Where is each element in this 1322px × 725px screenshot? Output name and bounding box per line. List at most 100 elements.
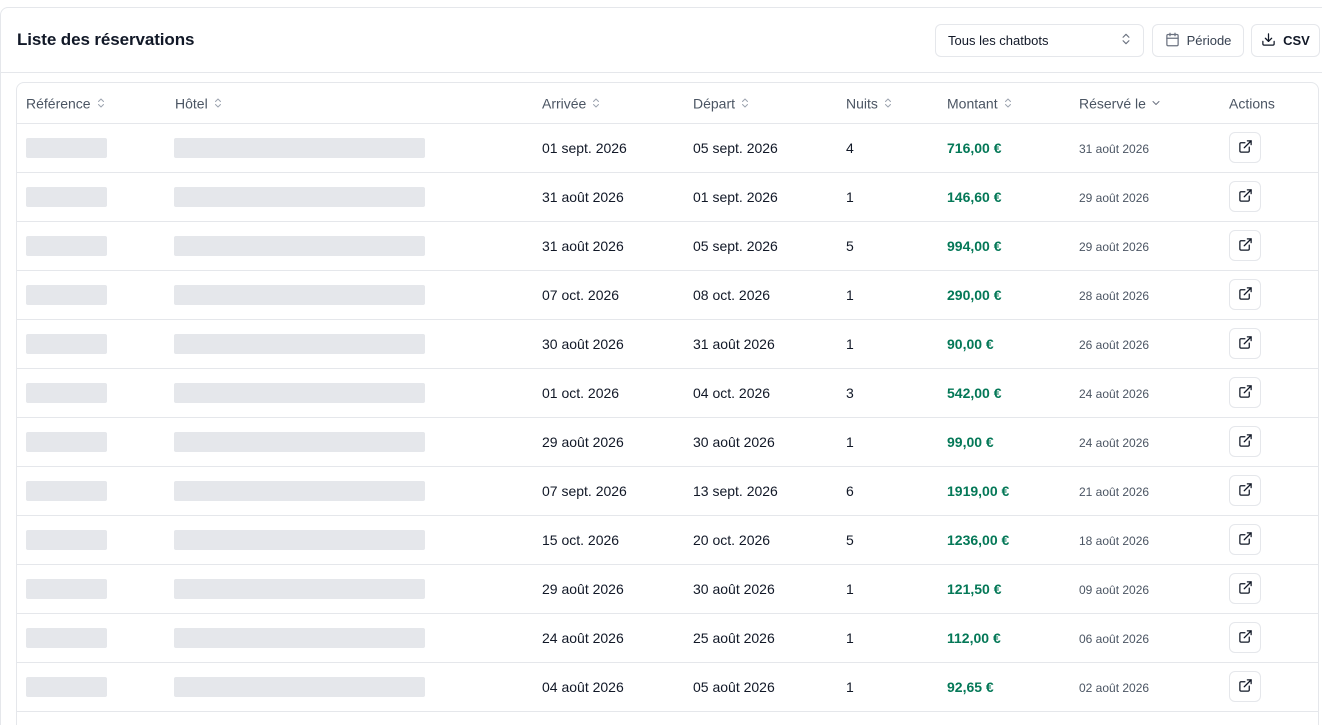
cell-booked-on: 24 août 2026 bbox=[1070, 417, 1220, 467]
arrival-date: 01 sept. 2026 bbox=[542, 139, 627, 156]
column-header-hotel[interactable]: Hôtel bbox=[166, 83, 533, 124]
table-row bbox=[17, 711, 1318, 725]
reference-placeholder bbox=[26, 627, 107, 648]
booked-on-date: 24 août 2026 bbox=[1079, 386, 1150, 401]
column-header-arrival[interactable]: Arrivée bbox=[533, 83, 684, 124]
cell-booked-on: 18 août 2026 bbox=[1070, 515, 1220, 565]
open-reservation-button[interactable] bbox=[1229, 328, 1261, 359]
departure-date: 04 oct. 2026 bbox=[693, 384, 771, 401]
booked-on-date: 18 août 2026 bbox=[1079, 533, 1150, 548]
cell-booked-on bbox=[1070, 711, 1220, 725]
column-header-booked-on[interactable]: Réservé le bbox=[1070, 83, 1220, 124]
cell-arrival: 31 août 2026 bbox=[533, 172, 684, 222]
cell-nights bbox=[837, 711, 938, 725]
external-link-icon bbox=[1238, 433, 1253, 451]
cell-arrival: 24 août 2026 bbox=[533, 613, 684, 663]
nights-count: 1 bbox=[846, 678, 854, 695]
cell-hotel bbox=[166, 172, 533, 222]
booked-on-date: 29 août 2026 bbox=[1079, 239, 1150, 254]
reference-placeholder bbox=[26, 235, 107, 256]
csv-export-button[interactable]: CSV bbox=[1251, 24, 1320, 57]
period-button-label: Période bbox=[1186, 33, 1232, 48]
table-row: 31 août 2026 01 sept. 2026 1 146,60 € 29 aoû… bbox=[17, 172, 1318, 222]
chatbot-select[interactable]: Tous les chatbots bbox=[935, 24, 1144, 57]
reference-placeholder bbox=[26, 480, 107, 501]
cell-actions bbox=[1220, 270, 1318, 320]
departure-date: 31 août 2026 bbox=[693, 335, 775, 352]
cell-amount: 92,65 € bbox=[938, 662, 1070, 712]
open-reservation-button[interactable] bbox=[1229, 181, 1261, 212]
open-reservation-button[interactable] bbox=[1229, 524, 1261, 555]
external-link-icon bbox=[1238, 384, 1253, 402]
hotel-placeholder bbox=[174, 382, 425, 403]
sort-icon bbox=[878, 94, 894, 110]
cell-departure: 30 août 2026 bbox=[684, 564, 837, 614]
cell-booked-on: 29 août 2026 bbox=[1070, 172, 1220, 222]
external-link-icon bbox=[1238, 531, 1253, 549]
sort-desc-icon bbox=[1146, 94, 1162, 110]
cell-hotel bbox=[166, 368, 533, 418]
cell-nights: 1 bbox=[837, 613, 938, 663]
cell-reference bbox=[17, 417, 166, 467]
cell-departure: 31 août 2026 bbox=[684, 319, 837, 369]
external-link-icon bbox=[1238, 678, 1253, 696]
cell-actions bbox=[1220, 123, 1318, 173]
cell-actions bbox=[1220, 172, 1318, 222]
arrival-date: 31 août 2026 bbox=[542, 188, 624, 205]
column-header-amount[interactable]: Montant bbox=[938, 83, 1070, 124]
cell-departure: 20 oct. 2026 bbox=[684, 515, 837, 565]
cell-departure: 05 sept. 2026 bbox=[684, 221, 837, 271]
open-reservation-button[interactable] bbox=[1229, 279, 1261, 310]
hotel-placeholder bbox=[174, 333, 425, 354]
departure-date: 08 oct. 2026 bbox=[693, 286, 771, 303]
reference-placeholder bbox=[26, 186, 107, 207]
open-reservation-button[interactable] bbox=[1229, 230, 1261, 261]
open-reservation-button[interactable] bbox=[1229, 671, 1261, 702]
departure-date: 25 août 2026 bbox=[693, 629, 775, 646]
cell-arrival: 15 oct. 2026 bbox=[533, 515, 684, 565]
column-header-nights[interactable]: Nuits bbox=[837, 83, 938, 124]
csv-button-label: CSV bbox=[1283, 33, 1310, 48]
amount-value: 1236,00 € bbox=[947, 531, 1010, 548]
open-reservation-button[interactable] bbox=[1229, 426, 1261, 457]
cell-amount: 716,00 € bbox=[938, 123, 1070, 173]
cell-actions bbox=[1220, 368, 1318, 418]
calendar-icon bbox=[1165, 32, 1180, 50]
open-reservation-button[interactable] bbox=[1229, 377, 1261, 408]
hotel-placeholder bbox=[174, 578, 425, 599]
booked-on-date: 29 août 2026 bbox=[1079, 190, 1150, 205]
reference-placeholder bbox=[26, 333, 107, 354]
cell-arrival: 29 août 2026 bbox=[533, 417, 684, 467]
period-button[interactable]: Période bbox=[1152, 24, 1244, 57]
open-reservation-button[interactable] bbox=[1229, 475, 1261, 506]
cell-booked-on: 28 août 2026 bbox=[1070, 270, 1220, 320]
cell-actions bbox=[1220, 613, 1318, 663]
chevron-up-down-icon bbox=[1119, 32, 1133, 49]
open-reservation-button[interactable] bbox=[1229, 132, 1261, 163]
open-reservation-button[interactable] bbox=[1229, 622, 1261, 653]
sort-icon bbox=[208, 94, 224, 110]
amount-value: 92,65 € bbox=[947, 678, 994, 695]
column-header-departure[interactable]: Départ bbox=[684, 83, 837, 124]
table-body: 01 sept. 2026 05 sept. 2026 4 716,00 € 31 ao… bbox=[17, 123, 1318, 725]
open-reservation-button[interactable] bbox=[1229, 573, 1261, 604]
cell-departure: 30 août 2026 bbox=[684, 417, 837, 467]
cell-reference bbox=[17, 613, 166, 663]
nights-count: 3 bbox=[846, 384, 854, 401]
external-link-icon bbox=[1238, 139, 1253, 157]
cell-nights: 1 bbox=[837, 564, 938, 614]
cell-booked-on: 02 août 2026 bbox=[1070, 662, 1220, 712]
table-row: 07 sept. 2026 13 sept. 2026 6 1919,00 € 21 a… bbox=[17, 466, 1318, 516]
column-header-reference[interactable]: Référence bbox=[17, 83, 166, 124]
cell-booked-on: 09 août 2026 bbox=[1070, 564, 1220, 614]
cell-arrival: 01 oct. 2026 bbox=[533, 368, 684, 418]
table-row: 01 sept. 2026 05 sept. 2026 4 716,00 € 31 ao… bbox=[17, 123, 1318, 173]
cell-departure: 13 sept. 2026 bbox=[684, 466, 837, 516]
cell-amount: 146,60 € bbox=[938, 172, 1070, 222]
nights-count: 1 bbox=[846, 433, 854, 450]
arrival-date: 31 août 2026 bbox=[542, 237, 624, 254]
cell-arrival: 30 août 2026 bbox=[533, 319, 684, 369]
cell-departure: 08 oct. 2026 bbox=[684, 270, 837, 320]
booked-on-date: 02 août 2026 bbox=[1079, 680, 1150, 695]
arrival-date: 07 oct. 2026 bbox=[542, 286, 620, 303]
